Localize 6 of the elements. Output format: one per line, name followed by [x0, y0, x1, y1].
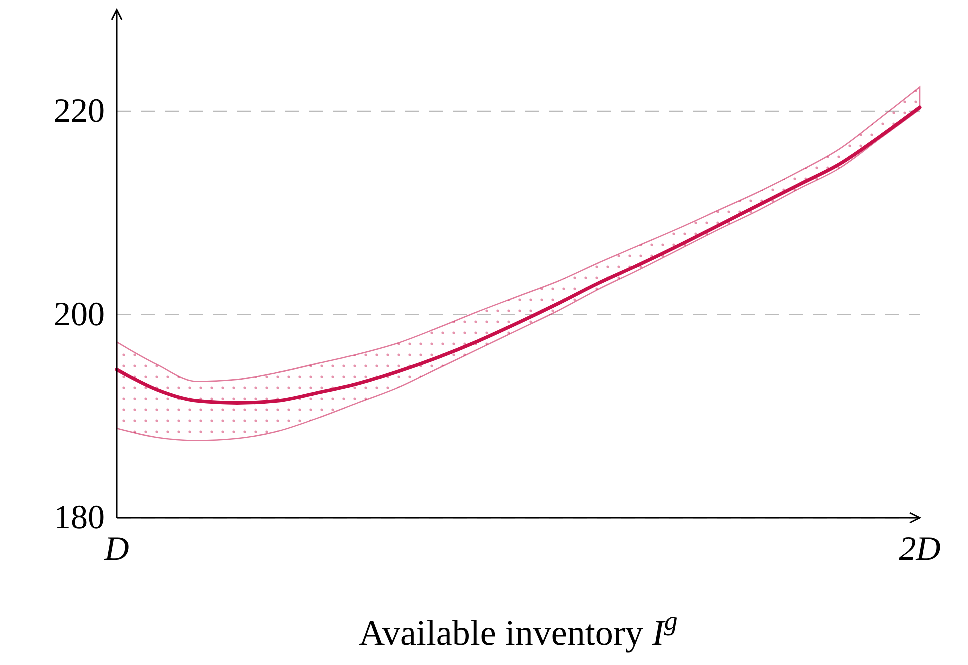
x-tick-label: D	[104, 531, 130, 568]
x-axis-title: Available inventory I$^{g}$	[359, 606, 678, 653]
x-tick-label: 2D	[899, 531, 942, 568]
y-tick-label: 220	[54, 93, 105, 130]
y-tick-label: 200	[54, 296, 105, 334]
y-tick-label: 180	[54, 500, 105, 536]
